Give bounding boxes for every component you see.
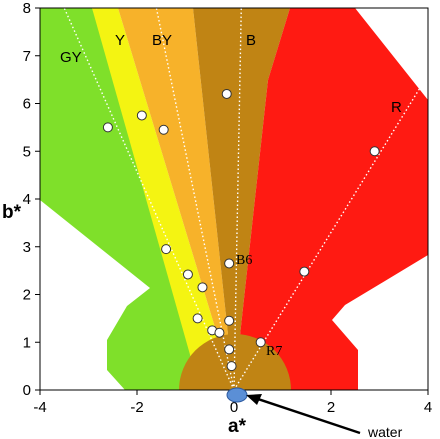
- y-axis-title: b*: [2, 202, 22, 223]
- data-point-13: [299, 266, 310, 277]
- region-label-y: Y: [115, 32, 125, 49]
- x-axis-ticks: -4 -2 0 2 4: [33, 390, 432, 416]
- data-point-1: [136, 110, 147, 121]
- data-point-5: [161, 244, 172, 255]
- y-tick-label-4: 4: [23, 191, 31, 208]
- data-point-4: [369, 146, 380, 157]
- data-point-0: [102, 122, 113, 133]
- region-b: [193, 8, 290, 390]
- y-tick-label-7: 7: [23, 48, 31, 65]
- x-tick-label-3: 2: [327, 399, 335, 416]
- region-labels: GY Y BY B R: [60, 32, 402, 116]
- x-tick-label-2: 0: [230, 399, 238, 416]
- water-marker: [226, 387, 248, 403]
- water-label: water: [367, 424, 403, 439]
- data-point-2: [158, 124, 169, 135]
- data-point-14: [255, 337, 266, 348]
- region-label-by: BY: [152, 32, 172, 49]
- data-point-16: [226, 361, 237, 372]
- region-label-gy: GY: [60, 49, 82, 66]
- data-point-3: [221, 88, 232, 99]
- region-label-b: B: [246, 32, 256, 49]
- x-axis-title: a*: [228, 416, 247, 437]
- y-tick-label-0: 0: [23, 382, 31, 399]
- water-marker-group: water: [226, 387, 403, 439]
- point-label-b6: B6: [236, 253, 252, 268]
- region-r: [234, 8, 428, 390]
- y-tick-label-3: 3: [23, 239, 31, 256]
- y-tick-label-8: 8: [23, 0, 31, 17]
- y-tick-label-5: 5: [23, 143, 31, 160]
- guide-line-1: [155, 7, 235, 391]
- data-point-11: [224, 315, 235, 326]
- region-label-r: R: [391, 99, 402, 116]
- data-point-12: [224, 258, 235, 269]
- guide-line-0: [63, 7, 235, 391]
- region-layer: [40, 8, 428, 390]
- water-arrow-line: [251, 395, 361, 435]
- data-point-8: [192, 313, 203, 324]
- region-y: [92, 8, 234, 390]
- point-label-r7: R7: [266, 344, 282, 359]
- guide-line-3: [233, 74, 429, 391]
- x-tick-label-4: 4: [424, 399, 432, 416]
- data-points: [102, 88, 380, 372]
- y-tick-label-6: 6: [23, 96, 31, 113]
- y-axis-ticks: 0 1 2 3 4 5 6 7 8: [23, 0, 40, 399]
- region-by: [118, 8, 234, 390]
- data-point-7: [197, 282, 208, 293]
- y-tick-label-2: 2: [23, 287, 31, 304]
- data-point-6: [182, 269, 193, 280]
- x-tick-label-0: -4: [33, 399, 46, 416]
- guide-lines: [63, 7, 429, 391]
- data-point-15: [224, 344, 235, 355]
- data-point-10: [214, 327, 225, 338]
- y-tick-label-1: 1: [23, 334, 31, 351]
- region-center-gap-left: [107, 370, 125, 390]
- x-tick-label-1: -2: [130, 399, 143, 416]
- water-arrow-head: [246, 394, 262, 405]
